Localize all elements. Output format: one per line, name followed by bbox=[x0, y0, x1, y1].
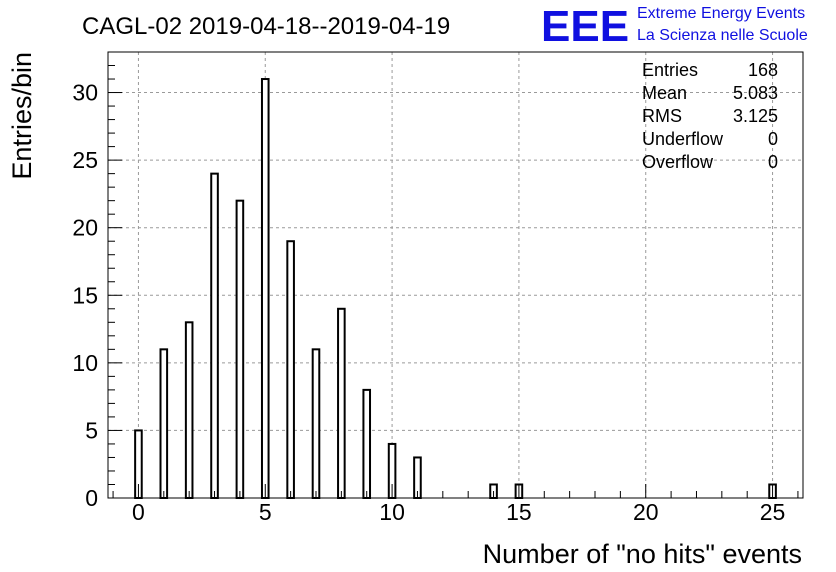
x-tick-label: 0 bbox=[132, 499, 145, 525]
y-tick-label: 5 bbox=[85, 417, 98, 443]
histogram-bar bbox=[362, 388, 372, 499]
stat-label: Overflow bbox=[642, 152, 714, 172]
y-tick-label: 30 bbox=[72, 80, 98, 106]
logo-line-2: La Scienza nelle Scuole bbox=[637, 27, 808, 44]
x-tick-label: 10 bbox=[379, 499, 405, 525]
y-tick-label: 0 bbox=[85, 485, 98, 511]
x-tick-label: 20 bbox=[633, 499, 659, 525]
stat-value: 3.125 bbox=[733, 106, 778, 126]
histogram-bar bbox=[235, 199, 245, 500]
stat-label: Underflow bbox=[642, 129, 724, 149]
y-tick-labels: 0 5 10 15 20 25 30 bbox=[72, 80, 98, 511]
histogram-bar bbox=[210, 172, 219, 500]
x-tick-labels: 0 5 10 15 20 25 bbox=[132, 499, 785, 525]
x-tick-label: 15 bbox=[506, 499, 532, 525]
histogram-bar bbox=[260, 78, 270, 499]
histogram-bar bbox=[159, 348, 169, 500]
histogram-bar bbox=[184, 321, 194, 500]
x-axis-label: Number of "no hits" events bbox=[483, 539, 802, 569]
stat-value: 168 bbox=[748, 60, 778, 80]
y-axis-label: Entries/bin bbox=[7, 52, 37, 180]
histogram-bar bbox=[286, 240, 295, 499]
x-tick-label: 25 bbox=[760, 499, 786, 525]
plot-frame bbox=[107, 51, 804, 499]
stat-value: 0 bbox=[768, 129, 778, 149]
x-tick-label: 5 bbox=[259, 499, 272, 525]
y-tick-label: 25 bbox=[72, 147, 98, 173]
chart-title: CAGL-02 2019-04-18--2019-04-19 bbox=[82, 13, 450, 40]
histogram-bar bbox=[311, 348, 321, 500]
stat-label: Entries bbox=[642, 60, 698, 80]
eee-logo-mark: EEE bbox=[541, 2, 629, 51]
logo-line-1: Extreme Energy Events bbox=[637, 5, 805, 22]
stat-label: Mean bbox=[642, 83, 687, 103]
stat-value: 0 bbox=[768, 152, 778, 172]
histogram-bar bbox=[337, 307, 346, 499]
tick-layer bbox=[108, 51, 799, 499]
y-tick-label: 10 bbox=[72, 350, 98, 376]
y-tick-label: 15 bbox=[72, 282, 98, 308]
stats-box: Entries 168 Mean 5.083 RMS 3.125 Underflow 0 Ove… bbox=[642, 60, 778, 172]
stat-value: 5.083 bbox=[733, 83, 778, 103]
eee-logo: EEE Extreme Energy Events La Scienza nel… bbox=[541, 2, 808, 51]
stat-label: RMS bbox=[642, 106, 682, 126]
y-tick-label: 20 bbox=[72, 215, 98, 241]
